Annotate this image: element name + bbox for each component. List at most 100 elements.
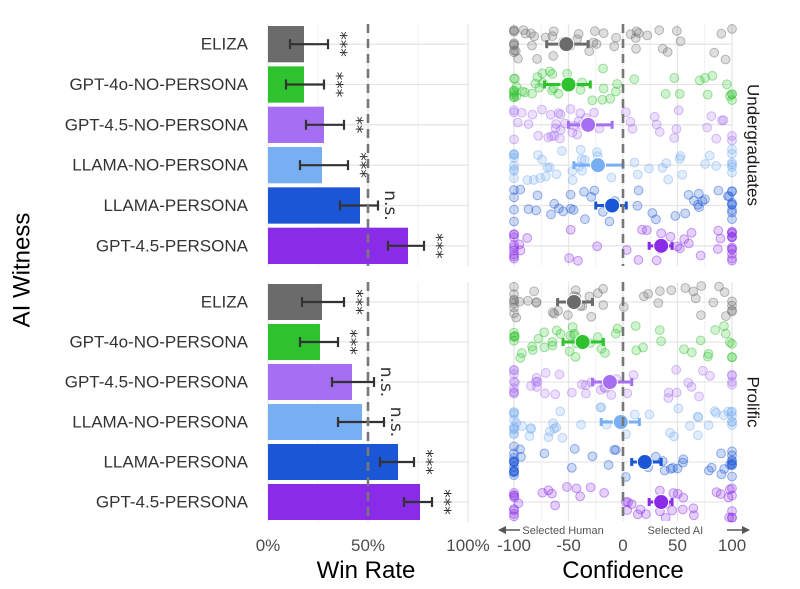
response-point: [509, 229, 519, 240]
response-point: [509, 331, 520, 342]
response-point: [651, 255, 662, 266]
response-point: [688, 195, 699, 206]
response-point: [548, 51, 559, 61]
response-point: [598, 63, 608, 74]
response-point: [638, 291, 649, 302]
response-point: [727, 243, 737, 254]
significance-label: ***: [426, 233, 446, 258]
response-point: [672, 463, 683, 474]
response-point: [526, 424, 536, 434]
response-point: [665, 231, 676, 242]
response-point: [548, 418, 558, 428]
response-point: [553, 108, 564, 118]
response-point: [589, 185, 600, 196]
confidence-mean-gpt-4o-no-persona-prolific: [574, 334, 591, 350]
confidence-tick-label: -50: [556, 536, 581, 555]
significance-label: ***: [416, 449, 436, 475]
response-point: [543, 485, 554, 496]
confidence-tick-label: 100: [718, 536, 746, 555]
response-point: [727, 232, 737, 243]
response-point: [718, 115, 729, 126]
response-point: [631, 43, 641, 54]
response-point: [532, 190, 543, 201]
response-point: [700, 159, 711, 169]
response-point: [575, 144, 586, 155]
response-point: [696, 310, 706, 321]
category-label-gpt-4-5-no-persona: GPT-4.5-NO-PERSONA: [65, 115, 249, 134]
response-point: [727, 305, 737, 316]
response-point: [610, 328, 621, 339]
response-point: [576, 419, 587, 430]
response-point: [700, 194, 710, 205]
response-point: [543, 432, 554, 443]
response-point: [525, 423, 536, 433]
response-point: [509, 87, 519, 98]
response-point: [727, 379, 737, 390]
response-point: [537, 487, 548, 498]
response-point: [509, 149, 519, 160]
significance-label: ***: [330, 31, 350, 57]
response-point: [727, 148, 737, 159]
response-point: [509, 457, 519, 468]
response-point: [537, 68, 548, 79]
response-point: [709, 406, 720, 417]
response-point: [715, 489, 726, 499]
response-point: [586, 311, 597, 322]
response-point: [575, 108, 586, 119]
response-point: [509, 216, 519, 227]
response-point: [548, 26, 559, 37]
response-point: [572, 129, 583, 140]
response-point: [509, 457, 519, 468]
response-point: [665, 463, 676, 474]
response-point: [727, 455, 737, 466]
response-point: [565, 224, 576, 235]
response-point: [554, 369, 565, 380]
response-point: [625, 116, 636, 127]
response-point: [529, 286, 540, 297]
response-point: [660, 512, 671, 523]
confidence-mean-gpt-4-5-no-persona-undergraduates: [580, 116, 597, 133]
response-point: [509, 369, 519, 379]
response-point: [727, 446, 737, 457]
response-point: [509, 365, 519, 376]
response-point: [511, 81, 522, 92]
response-point: [727, 231, 737, 242]
response-point: [694, 202, 704, 213]
response-point: [527, 88, 537, 99]
category-label-llama-no-persona: LLAMA-NO-PERSONA: [72, 156, 248, 175]
response-point: [697, 196, 708, 207]
response-point: [716, 448, 726, 459]
response-point: [606, 390, 617, 400]
response-point: [623, 497, 633, 508]
response-point: [533, 150, 543, 160]
response-point: [598, 28, 609, 39]
response-point: [592, 241, 603, 252]
response-point: [567, 127, 578, 138]
response-point: [549, 198, 560, 209]
response-point: [644, 163, 654, 174]
confidence-mean-llama-no-persona-undergraduates: [589, 157, 606, 174]
response-point: [625, 29, 636, 40]
response-point: [509, 462, 519, 472]
response-point: [630, 321, 641, 331]
response-point: [727, 242, 737, 253]
response-point: [509, 490, 519, 501]
response-point: [727, 161, 737, 172]
response-point: [539, 448, 550, 459]
response-point: [530, 78, 541, 89]
response-point: [720, 54, 731, 65]
response-point: [727, 214, 737, 225]
response-point: [509, 39, 519, 50]
response-point: [727, 159, 737, 170]
response-point: [509, 505, 519, 516]
response-point: [520, 28, 531, 39]
response-point: [666, 285, 677, 296]
response-point: [727, 200, 737, 210]
response-point: [698, 365, 708, 376]
response-point: [656, 336, 667, 347]
response-point: [696, 281, 707, 291]
chart-labels: ***********n.s.*********n.s.n.s.******EL…: [9, 31, 763, 584]
response-point: [703, 420, 714, 431]
response-point: [568, 205, 579, 215]
response-point: [628, 370, 639, 380]
